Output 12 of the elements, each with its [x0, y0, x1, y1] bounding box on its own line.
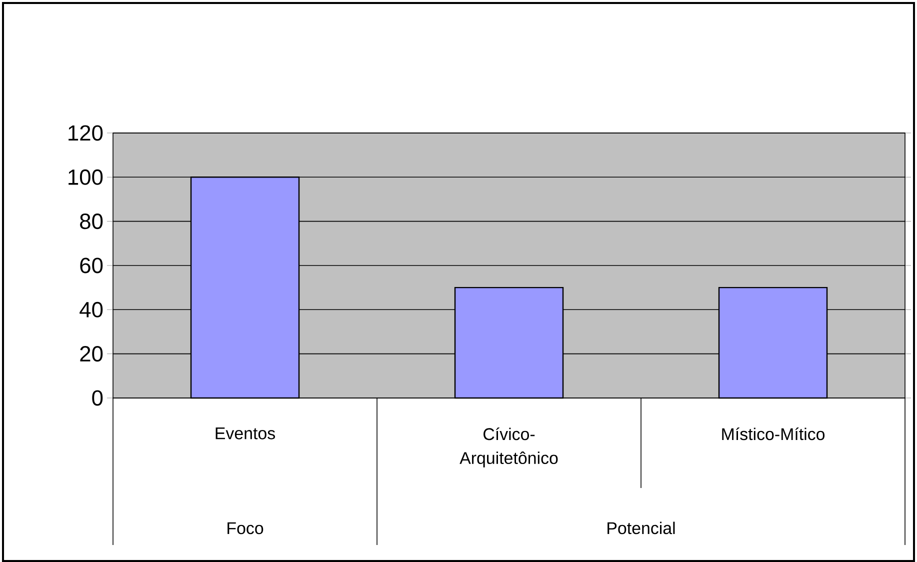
y-tick-label: 120: [68, 125, 103, 141]
y-tick-label: 0: [92, 390, 103, 406]
x-tick-label: Cívico-Arquitetônico: [460, 428, 558, 468]
y-tick-label: 60: [80, 258, 103, 274]
y-tick-label: 80: [80, 214, 103, 230]
y-tick-label: 20: [80, 346, 103, 362]
x-tick-label: Eventos: [216, 428, 275, 440]
x-tick-label: Místico-Mítico: [722, 428, 825, 440]
text: Potencial: [608, 522, 675, 534]
text: Foco: [228, 522, 264, 534]
y-tick-label: 100: [68, 169, 103, 185]
y-tick-label: 40: [80, 302, 103, 318]
